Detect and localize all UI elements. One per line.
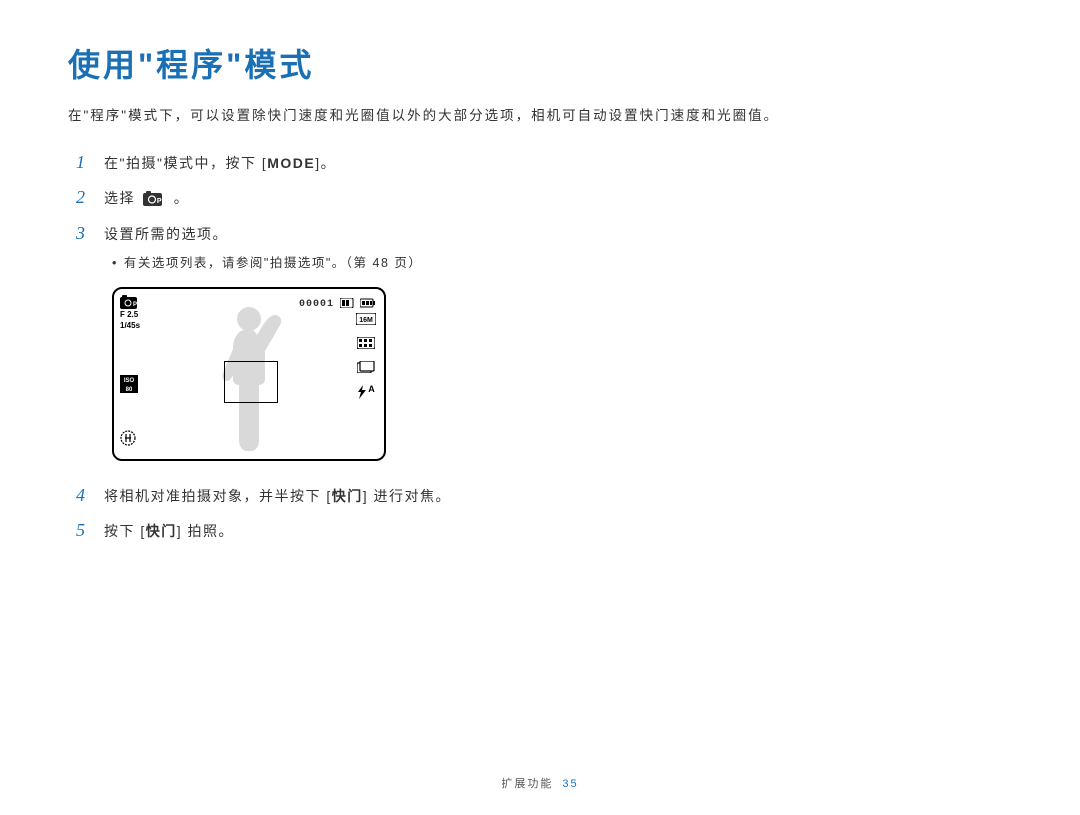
page-title: 使用"程序"模式 <box>68 40 1012 86</box>
step-text: 按下 [快门] 拍照。 <box>104 520 234 541</box>
step-text: 将相机对准拍摄对象，并半按下 [快门] 进行对焦。 <box>104 485 451 506</box>
page-footer: 扩展功能 35 <box>0 775 1080 791</box>
frame-counter: 00001 <box>299 299 334 310</box>
svg-text:ISO: ISO <box>124 378 135 384</box>
steps-list: 1 在"拍摄"模式中，按下 [MODE]。 2 选择 P 。 <box>76 152 1012 541</box>
iso-indicator: ISO 80 <box>120 375 138 398</box>
resolution-icon: 16M <box>356 313 376 327</box>
step-1: 1 在"拍摄"模式中，按下 [MODE]。 <box>76 152 1012 173</box>
step-4: 4 将相机对准拍摄对象，并半按下 [快门] 进行对焦。 <box>76 485 1012 506</box>
step-number: 1 <box>76 152 104 173</box>
mode-indicator-icon: P <box>120 295 140 309</box>
step-5: 5 按下 [快门] 拍照。 <box>76 520 1012 541</box>
drive-mode-icon <box>357 361 375 375</box>
step-text: 选择 P 。 <box>104 187 189 209</box>
step-number: 4 <box>76 485 104 506</box>
svg-text:16M: 16M <box>359 317 373 324</box>
aperture-value: F 2.5 <box>120 311 140 320</box>
flash-mode-icon: A <box>357 385 375 399</box>
shutter-speed-value: 1/45s <box>120 322 140 331</box>
section-name: 扩展功能 <box>501 778 553 790</box>
svg-text:80: 80 <box>126 387 133 393</box>
step-2: 2 选择 P 。 <box>76 187 1012 209</box>
program-mode-icon: P <box>143 191 165 209</box>
camera-display-illustration: P F 2.5 1/45s ISO 80 <box>112 287 386 461</box>
focus-frame <box>224 361 278 403</box>
battery-icon <box>360 295 376 313</box>
step-text: 在"拍摄"模式中，按下 [MODE]。 <box>104 152 336 173</box>
step-text: 设置所需的选项。 <box>104 223 228 244</box>
step-number: 3 <box>76 223 104 244</box>
stabilization-icon <box>120 430 136 451</box>
page-number: 35 <box>562 778 578 790</box>
step-3: 3 设置所需的选项。 <box>76 223 1012 244</box>
step-number: 5 <box>76 520 104 541</box>
storage-icon <box>340 295 354 313</box>
intro-text: 在"程序"模式下，可以设置除快门速度和光圈值以外的大部分选项，相机可自动设置快门… <box>68 104 1012 124</box>
step-3-note: •有关选项列表，请参阅"拍摄选项"。（第 48 页） <box>112 252 1012 271</box>
svg-text:P: P <box>133 302 137 308</box>
quality-icon <box>357 337 375 351</box>
svg-text:P: P <box>157 198 163 205</box>
step-number: 2 <box>76 187 104 208</box>
